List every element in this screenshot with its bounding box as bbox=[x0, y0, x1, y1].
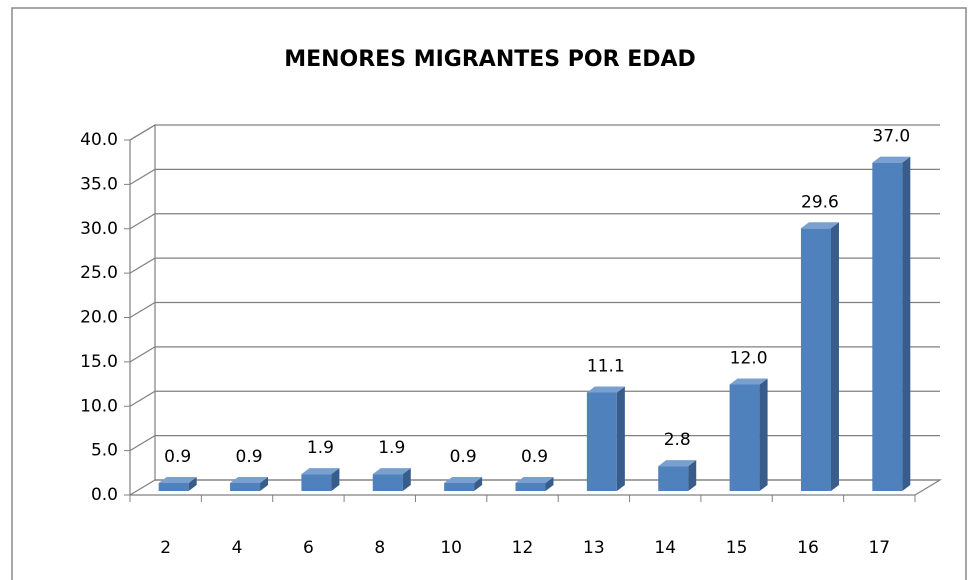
bar bbox=[158, 477, 197, 491]
bar-top bbox=[872, 156, 911, 163]
y-tick-label: 25.0 bbox=[80, 263, 118, 283]
value-label: 29.6 bbox=[801, 192, 839, 212]
value-label: 1.9 bbox=[307, 438, 334, 458]
x-tick-label: 6 bbox=[303, 538, 314, 558]
grid-line bbox=[129, 346, 940, 363]
x-tick-label: 16 bbox=[797, 538, 819, 558]
y-tick-label: 0.0 bbox=[91, 485, 118, 505]
bar-side bbox=[402, 468, 411, 491]
bar-front bbox=[586, 392, 617, 491]
x-tick-label: 4 bbox=[232, 538, 243, 558]
grid-line bbox=[129, 435, 940, 452]
bar bbox=[301, 468, 340, 491]
y-tick-label: 30.0 bbox=[80, 219, 118, 239]
bar bbox=[729, 378, 768, 491]
grid-line bbox=[129, 213, 940, 230]
bar-top bbox=[800, 222, 839, 229]
bar-side bbox=[545, 477, 554, 491]
grid-line bbox=[129, 124, 940, 141]
bar bbox=[872, 156, 911, 491]
x-tick-label: 13 bbox=[583, 538, 605, 558]
bar-front bbox=[301, 474, 332, 491]
x-tick-label: 15 bbox=[726, 538, 748, 558]
bar-top bbox=[230, 477, 269, 484]
grid-line bbox=[129, 168, 940, 185]
y-tick-label: 20.0 bbox=[80, 308, 118, 328]
y-tick-label: 40.0 bbox=[80, 130, 118, 150]
bar-front bbox=[444, 483, 475, 491]
bar-top bbox=[658, 460, 697, 467]
bar-front bbox=[658, 466, 689, 491]
value-label: 2.8 bbox=[664, 430, 691, 450]
bar-side bbox=[188, 477, 197, 491]
bar-side bbox=[260, 477, 269, 491]
bar bbox=[372, 468, 411, 491]
x-tick-label: 8 bbox=[374, 538, 385, 558]
bar bbox=[230, 477, 269, 491]
bar-top bbox=[372, 468, 411, 475]
value-label: 37.0 bbox=[872, 127, 910, 147]
value-label: 12.0 bbox=[730, 349, 768, 369]
y-tick-label: 35.0 bbox=[80, 174, 118, 194]
y-tick-label: 15.0 bbox=[80, 352, 118, 372]
value-label: 0.9 bbox=[450, 447, 477, 467]
bar bbox=[800, 222, 839, 492]
bar-side bbox=[616, 386, 625, 491]
grid-line bbox=[129, 390, 940, 407]
y-tick-label: 10.0 bbox=[80, 396, 118, 416]
bar-front bbox=[729, 384, 760, 491]
bar-top bbox=[301, 468, 340, 475]
value-label: 1.9 bbox=[378, 438, 405, 458]
value-label: 0.9 bbox=[236, 447, 263, 467]
bar-side bbox=[331, 468, 340, 491]
bar-front bbox=[515, 483, 546, 491]
bar-side bbox=[688, 460, 697, 491]
y-tick-label: 5.0 bbox=[91, 441, 118, 461]
bar-side bbox=[830, 222, 839, 492]
bar bbox=[515, 477, 554, 491]
bar bbox=[444, 477, 483, 491]
bar-front bbox=[372, 474, 403, 491]
bar-side bbox=[902, 156, 911, 491]
x-tick-label: 17 bbox=[868, 538, 890, 558]
bar-side bbox=[759, 378, 768, 491]
grid-line bbox=[129, 257, 940, 274]
value-label: 0.9 bbox=[164, 447, 191, 467]
grid-line bbox=[129, 301, 940, 319]
x-tick-label: 14 bbox=[654, 538, 676, 558]
bar-front bbox=[158, 483, 189, 491]
bar-top bbox=[444, 477, 483, 484]
value-label: 0.9 bbox=[521, 447, 548, 467]
bar-top bbox=[586, 386, 625, 393]
x-tick-label: 2 bbox=[160, 538, 171, 558]
x-tick-label: 10 bbox=[440, 538, 462, 558]
bar-side bbox=[474, 477, 483, 491]
bar-front bbox=[800, 228, 831, 492]
bar bbox=[658, 460, 697, 491]
bar-front bbox=[872, 162, 903, 491]
bar-front bbox=[230, 483, 261, 491]
bar-top bbox=[158, 477, 197, 484]
chart-title: MENORES MIGRANTES POR EDAD bbox=[284, 47, 696, 72]
bar bbox=[586, 386, 625, 491]
bar-top bbox=[729, 378, 768, 385]
bar-top bbox=[515, 477, 554, 484]
x-tick-label: 12 bbox=[512, 538, 534, 558]
value-label: 11.1 bbox=[587, 356, 625, 376]
